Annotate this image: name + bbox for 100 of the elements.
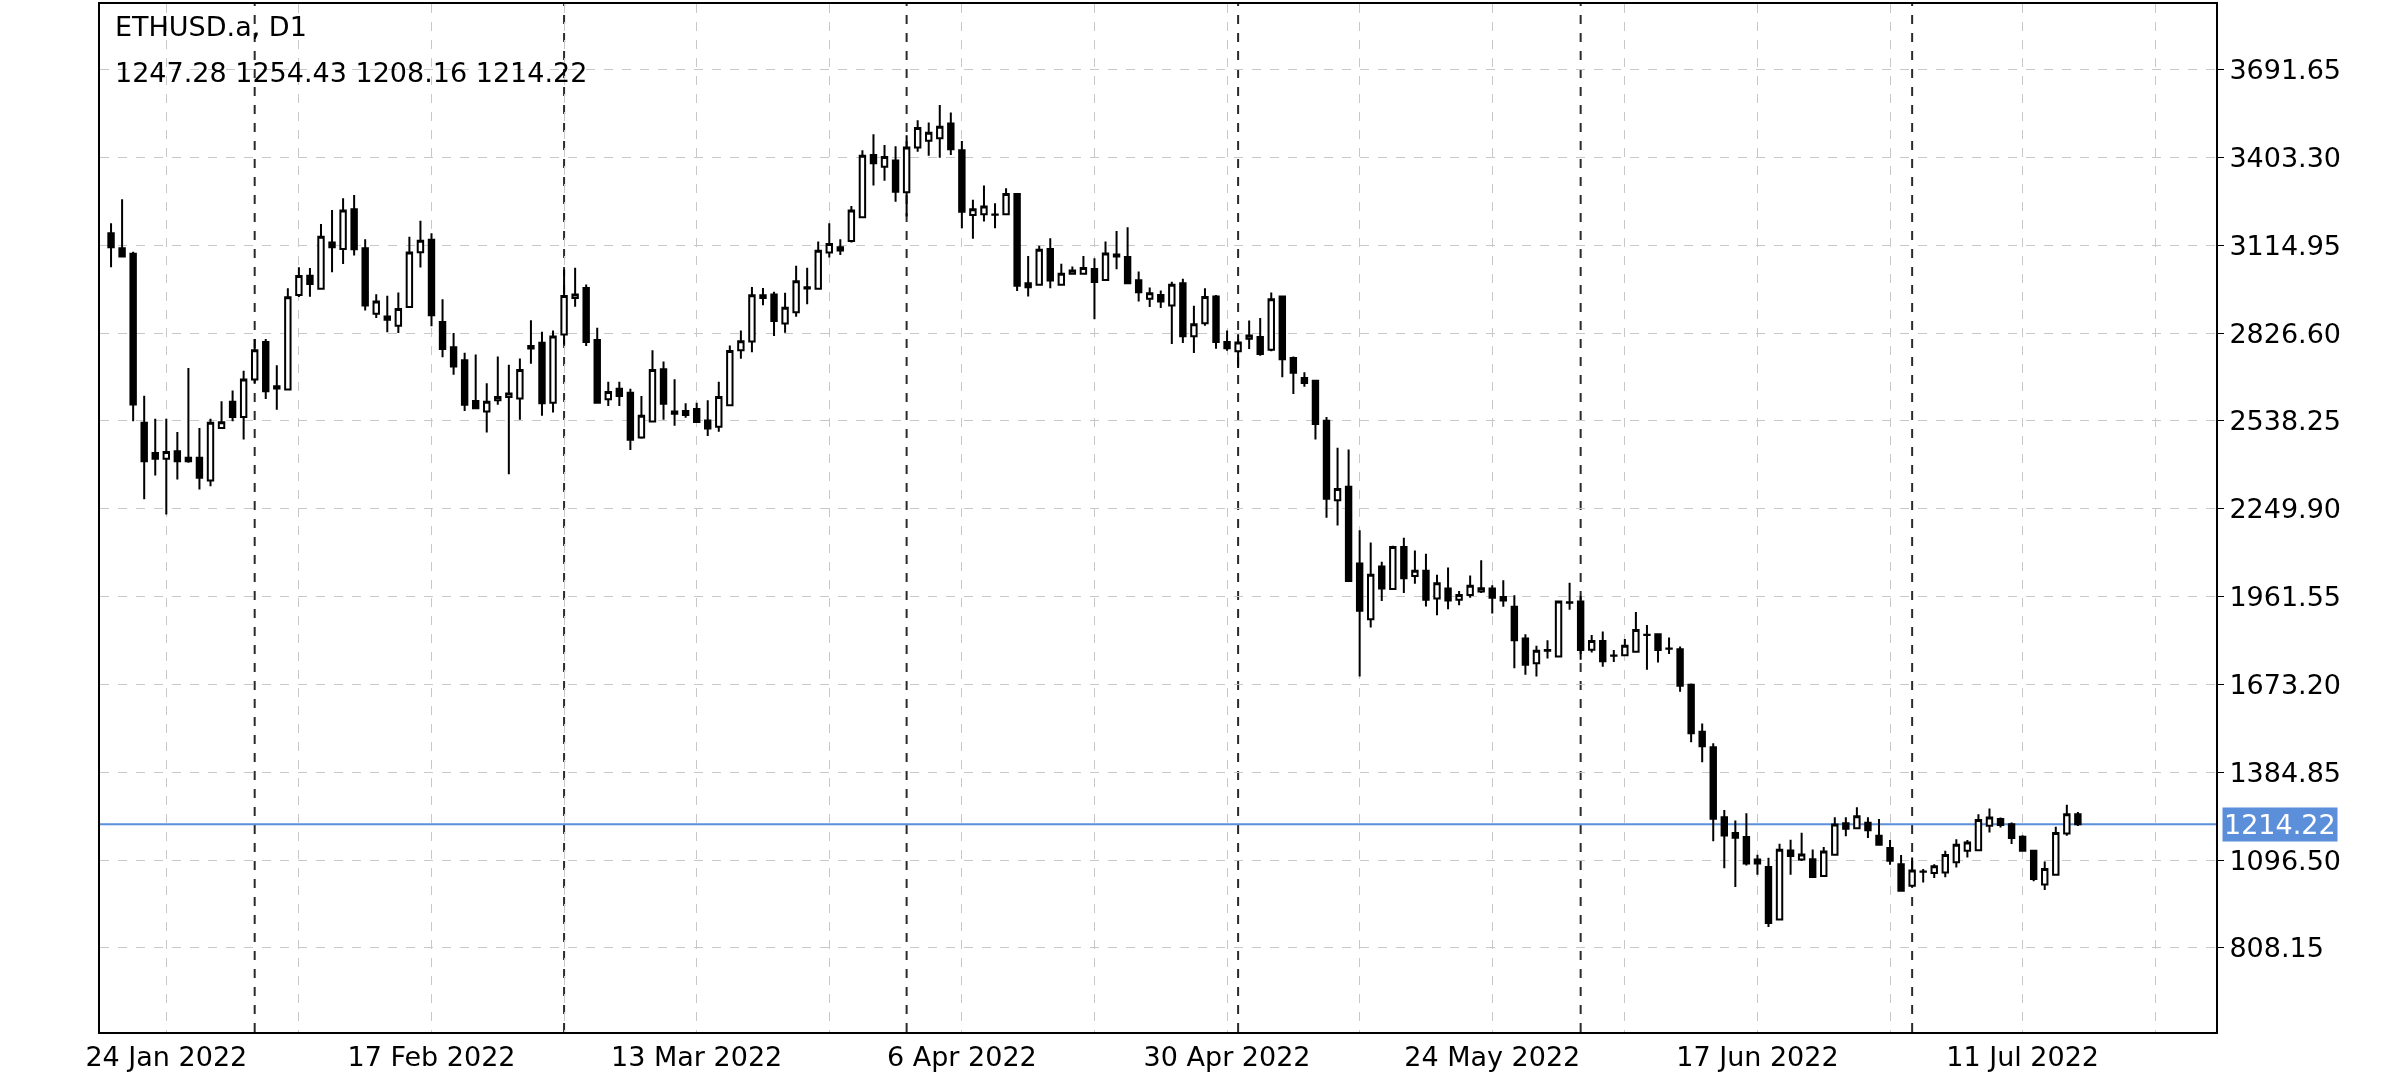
- candlestick: [471, 353, 480, 411]
- candlestick: [1853, 806, 1861, 830]
- candlestick: [228, 389, 237, 423]
- candlestick: [1499, 579, 1508, 608]
- candlestick: [1256, 317, 1264, 357]
- candlestick: [681, 402, 690, 419]
- candlestick: [483, 382, 491, 434]
- candlestick: [1742, 812, 1751, 867]
- x-tick-label: 17 Feb 2022: [347, 1041, 516, 1073]
- candlestick: [1908, 856, 1916, 887]
- candlestick: [1466, 574, 1474, 599]
- candlestick: [991, 202, 999, 230]
- candlestick: [704, 399, 712, 437]
- candlestick: [1510, 594, 1519, 670]
- candlestick: [1400, 536, 1408, 595]
- candlestick: [262, 338, 270, 401]
- candlestick: [1599, 630, 1607, 668]
- candlestick: [195, 426, 204, 491]
- candlestick: [1820, 846, 1828, 878]
- candlestick: [1731, 819, 1740, 889]
- candlestick: [1134, 270, 1143, 303]
- y-tick-label: 1673.20: [2229, 668, 2342, 700]
- chart-title: ETHUSD.a, D1: [115, 11, 307, 42]
- candlestick: [1621, 638, 1629, 657]
- candlestick: [1897, 854, 1905, 893]
- candlestick: [1278, 294, 1287, 379]
- candlestick: [2074, 810, 2082, 828]
- candlestick: [206, 417, 215, 488]
- candlestick: [1886, 839, 1894, 866]
- candlestick: [361, 238, 369, 312]
- candlestick: [737, 329, 745, 360]
- candlestick: [958, 140, 966, 230]
- candlestick: [626, 387, 635, 451]
- candlestick: [1974, 813, 1983, 852]
- candlestick: [239, 369, 248, 441]
- candlestick: [825, 222, 833, 259]
- candlestick: [449, 331, 458, 376]
- candlestick: [1411, 549, 1419, 585]
- candlestick: [162, 417, 170, 516]
- candlestick: [1996, 816, 2005, 829]
- candlestick: [869, 133, 878, 187]
- candlestick: [792, 264, 800, 318]
- candlestick: [1775, 842, 1784, 922]
- y-tick-label: 2538.25: [2229, 405, 2342, 437]
- candlestick: [659, 360, 668, 421]
- candlestick: [1455, 589, 1463, 607]
- candlestick: [1576, 594, 1585, 661]
- candlestick: [1190, 304, 1198, 355]
- candlestick: [969, 198, 977, 240]
- candlestick: [748, 285, 756, 354]
- candlestick: [1311, 379, 1320, 441]
- candlestick: [427, 232, 436, 328]
- candlestick: [1919, 868, 1927, 884]
- candlestick: [184, 366, 193, 464]
- y-tick-label: 2249.90: [2229, 493, 2342, 525]
- candlestick: [1543, 639, 1552, 660]
- candlestick: [1112, 229, 1121, 271]
- candlestick: [405, 235, 414, 309]
- x-tick-label: 30 Apr 2022: [1143, 1041, 1311, 1073]
- candlestick: [1632, 610, 1640, 653]
- candlestick: [637, 395, 646, 440]
- candlestick: [1068, 265, 1077, 275]
- candlestick: [1875, 818, 1883, 846]
- candlestick: [1355, 529, 1364, 678]
- candlestick: [936, 104, 944, 159]
- candlestick: [1587, 634, 1596, 654]
- candlestick: [902, 134, 911, 218]
- candlestick: [295, 266, 303, 299]
- y-tick-label: 808.15: [2229, 932, 2324, 964]
- candlestick: [1267, 291, 1275, 353]
- candlestick: [2052, 825, 2060, 876]
- candlestick: [1300, 371, 1309, 388]
- x-tick-label: 13 Mar 2022: [611, 1041, 783, 1073]
- candlestick: [527, 319, 535, 365]
- candlestick: [273, 364, 281, 411]
- candlestick: [1808, 848, 1817, 878]
- candlestick: [328, 208, 336, 274]
- candlestick: [726, 344, 734, 407]
- candlestick: [1831, 816, 1839, 856]
- candlestick: [416, 219, 425, 269]
- candlestick: [891, 145, 900, 203]
- candlestick: [593, 326, 601, 404]
- candlestick: [383, 294, 391, 334]
- candlestick: [615, 380, 624, 408]
- candlestick: [1709, 742, 1717, 843]
- candlestick: [1610, 649, 1618, 663]
- candlestick: [505, 363, 513, 476]
- candlestick: [1234, 333, 1242, 369]
- candlestick: [980, 184, 988, 223]
- candlestick: [947, 111, 955, 157]
- y-tick-label: 3691.65: [2229, 54, 2342, 86]
- candlestick: [1002, 187, 1010, 216]
- ref-line-label: 1214.22: [2224, 809, 2336, 840]
- candlestick: [670, 378, 679, 427]
- candlestick: [372, 293, 380, 320]
- candlestick: [1378, 560, 1386, 602]
- x-tick-label: 24 May 2022: [1404, 1041, 1581, 1073]
- text: 1247.28 1254.43 1208.16 1214.22: [115, 57, 588, 88]
- candlestick: [913, 119, 922, 153]
- candlestick: [1179, 277, 1187, 345]
